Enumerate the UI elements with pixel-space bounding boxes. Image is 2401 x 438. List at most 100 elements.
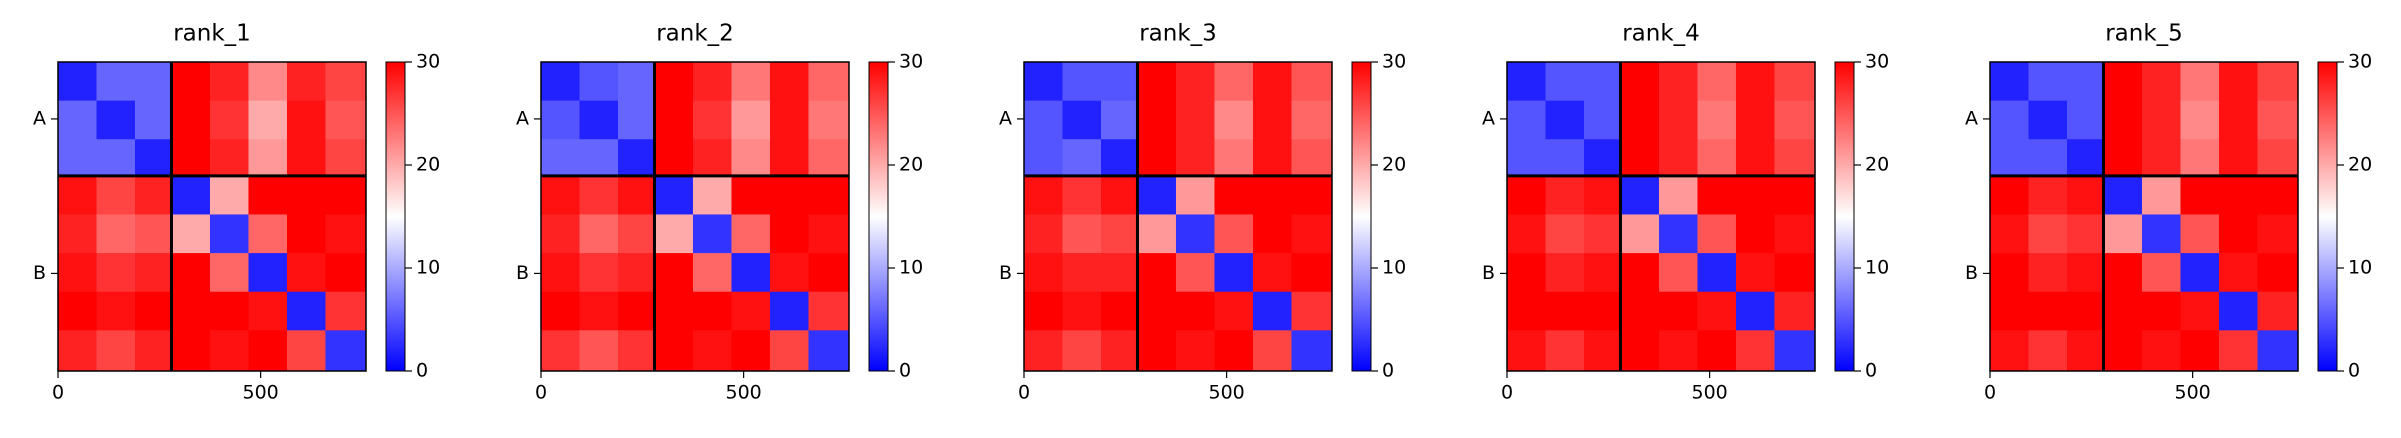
heatmap-cell (769, 253, 809, 293)
heatmap-cell (1735, 62, 1775, 102)
heatmap-cell (1990, 330, 2029, 372)
colorbar (1834, 61, 1855, 372)
heatmap-cell (286, 100, 326, 140)
heatmap-cell (1545, 253, 1585, 293)
heatmap-cell (1735, 139, 1775, 177)
heatmap-cell (1990, 100, 2029, 140)
heatmap-cell (618, 62, 655, 102)
heatmap-cell (808, 100, 850, 140)
heatmap-cell (1507, 253, 1546, 293)
colorbar-tick-label: 10 (1865, 257, 1889, 279)
colorbar-tick-label: 10 (416, 257, 440, 279)
heatmap-cell (2180, 291, 2220, 331)
heatmap-cell (2067, 253, 2104, 293)
heatmap-cell (2103, 139, 2143, 177)
heatmap-cell (2028, 62, 2068, 102)
heatmap-cell (171, 253, 211, 293)
heatmap-cell (692, 100, 732, 140)
y-tick-label: B (33, 262, 46, 284)
plot-frame (1506, 61, 1816, 372)
heatmap-cell (1620, 100, 1660, 140)
colorbar (385, 61, 406, 372)
heatmap-cell (1990, 253, 2029, 293)
heatmap-cell (1252, 62, 1292, 102)
heatmap-cell (579, 62, 619, 102)
y-tick-label: A (516, 107, 529, 129)
heatmap-cell (58, 214, 97, 254)
heatmap-cell (2067, 291, 2104, 331)
heatmap-cell (171, 139, 211, 177)
heatmap-cell (1545, 330, 1585, 372)
heatmap-cell (2257, 214, 2299, 254)
heatmap-cell (1735, 100, 1775, 140)
heatmap-cell (325, 253, 367, 293)
heatmap-cell (692, 214, 732, 254)
heatmap-cell (1175, 175, 1215, 215)
heatmap-cell (1584, 291, 1621, 331)
heatmap-cell (1252, 330, 1292, 372)
heatmap-cell (731, 214, 771, 254)
x-tick-label: 500 (1691, 382, 1727, 404)
heatmap-cell (209, 214, 249, 254)
heatmap-cell (58, 253, 97, 293)
heatmap-cell (1101, 291, 1138, 331)
heatmap-cell (135, 330, 172, 372)
heatmap-cell (2180, 175, 2220, 215)
heatmap-cell (2028, 291, 2068, 331)
heatmap-cell (1214, 175, 1254, 215)
heatmap-cell (654, 139, 694, 177)
heatmap-cell (541, 330, 580, 372)
colorbar-tick-label: 10 (1382, 257, 1406, 279)
heatmap-cell (1507, 291, 1546, 331)
heatmap-cell (1584, 330, 1621, 372)
panel: rank_5 0 500 A B 0 10 20 30 (1965, 21, 2372, 404)
heatmap-cell (325, 330, 367, 372)
heatmap-cell (769, 100, 809, 140)
heatmap-cell (248, 139, 288, 177)
heatmap-cell (1291, 330, 1333, 372)
heatmap-cell (1024, 62, 1063, 102)
heatmap-cell (2028, 139, 2068, 177)
heatmap-cell (1620, 214, 1660, 254)
heatmap-cell (579, 214, 619, 254)
heatmap-cell (1774, 253, 1816, 293)
heatmap-cell (248, 62, 288, 102)
heatmap-cell (1252, 291, 1292, 331)
heatmap-cell (618, 175, 655, 215)
heatmap-cell (96, 330, 136, 372)
heatmap-cell (286, 139, 326, 177)
heatmap-cell (171, 100, 211, 140)
heatmap-cell (58, 330, 97, 372)
colorbar-tick-label: 0 (416, 360, 428, 382)
colorbar (2317, 61, 2338, 372)
heatmap-cell (1291, 175, 1333, 215)
heatmap-cell (2103, 253, 2143, 293)
heatmap-cell (618, 139, 655, 177)
heatmap-cell (171, 214, 211, 254)
heatmap-cell (1214, 214, 1254, 254)
heatmap-cell (1024, 291, 1063, 331)
heatmap-cell (1024, 253, 1063, 293)
heatmap-cell (1291, 139, 1333, 177)
colorbar-tick-label: 30 (1865, 51, 1889, 73)
heatmap-cell (692, 330, 732, 372)
heatmap-cell (808, 139, 850, 177)
heatmap-cell (1584, 139, 1621, 177)
heatmap-cell (1735, 253, 1775, 293)
heatmap-cell (135, 62, 172, 102)
heatmap-cell (541, 175, 580, 215)
heatmap-cell (1175, 214, 1215, 254)
heatmap-cell (1062, 253, 1102, 293)
heatmap-cell (692, 253, 732, 293)
x-tick-label: 500 (1208, 382, 1244, 404)
heatmap-cell (2141, 330, 2181, 372)
heatmap-cell (1620, 253, 1660, 293)
heatmap-cell (325, 139, 367, 177)
heatmap-cell (769, 62, 809, 102)
heatmap-cell (1062, 139, 1102, 177)
heatmap-cell (1291, 100, 1333, 140)
heatmap-cell (1101, 214, 1138, 254)
heatmap-cell (2180, 139, 2220, 177)
y-tick-label: B (1482, 262, 1495, 284)
